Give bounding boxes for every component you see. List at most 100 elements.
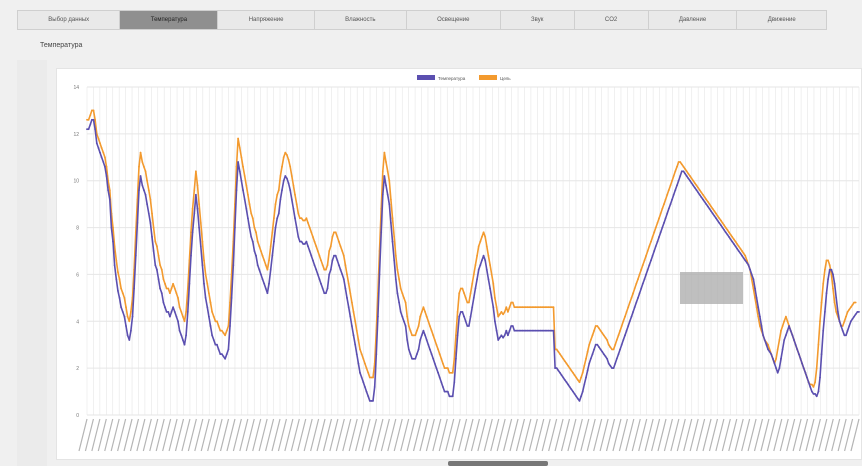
x-tick-mark	[676, 418, 686, 452]
x-tick-mark	[708, 418, 719, 452]
data-point	[492, 282, 495, 285]
data-point	[697, 186, 699, 189]
data-point	[515, 306, 517, 309]
x-tick-mark	[670, 418, 680, 452]
data-point	[419, 315, 422, 318]
data-point	[185, 334, 188, 337]
tab-0[interactable]: Выбор данных	[18, 11, 121, 29]
data-point	[144, 170, 147, 173]
data-point	[443, 367, 446, 369]
data-point	[138, 165, 140, 168]
data-point	[708, 207, 711, 210]
data-point	[830, 273, 833, 276]
data-point	[211, 311, 214, 313]
data-point	[513, 329, 516, 332]
data-point	[520, 306, 522, 309]
data-point	[112, 226, 114, 229]
data-point	[576, 397, 579, 400]
data-point	[838, 320, 841, 323]
data-point	[175, 315, 178, 318]
data-point	[422, 329, 425, 332]
data-point	[398, 278, 400, 280]
tab-7[interactable]: Давление	[649, 11, 738, 29]
data-point	[531, 329, 534, 332]
data-point	[741, 254, 743, 257]
tab-bar: Выбор данных Температура Напряжение Влажнос…	[17, 10, 827, 30]
data-point	[503, 311, 506, 313]
data-point	[414, 334, 417, 337]
data-point	[575, 376, 578, 379]
data-point	[352, 334, 355, 337]
x-tick-mark	[342, 418, 352, 452]
data-point	[390, 222, 392, 224]
data-point	[464, 297, 467, 299]
data-point	[336, 259, 339, 262]
data-point	[711, 207, 714, 210]
tab-1[interactable]: Температура	[120, 11, 219, 29]
data-point	[248, 203, 251, 206]
tab-6[interactable]: CO2	[575, 11, 649, 29]
data-point	[102, 161, 105, 163]
data-point	[820, 301, 823, 304]
data-point	[801, 362, 803, 365]
data-point	[266, 268, 269, 271]
data-point	[219, 353, 222, 355]
x-tick-mark	[490, 418, 500, 452]
data-point	[154, 240, 157, 243]
data-point	[292, 184, 295, 187]
x-tick-mark	[322, 418, 333, 452]
x-tick-mark	[129, 418, 140, 452]
data-point	[654, 226, 657, 229]
data-point	[328, 250, 331, 252]
data-point	[692, 184, 695, 187]
data-point	[474, 264, 477, 266]
data-point	[188, 282, 191, 285]
data-point	[723, 229, 725, 231]
data-point	[510, 301, 513, 304]
data-point	[624, 334, 626, 337]
data-point	[547, 329, 550, 332]
data-point	[154, 264, 157, 266]
data-point	[659, 231, 662, 234]
tab-3[interactable]: Влажность	[315, 11, 407, 29]
tab-8[interactable]: Движение	[767, 17, 796, 23]
data-point	[281, 189, 283, 191]
data-point	[273, 217, 275, 220]
data-point	[707, 205, 709, 208]
data-point	[290, 198, 293, 201]
data-point	[450, 371, 452, 374]
tab-4[interactable]: Освещение	[407, 11, 501, 29]
data-point	[230, 297, 233, 299]
data-point	[347, 282, 350, 285]
data-point	[850, 306, 852, 309]
data-point	[815, 367, 818, 369]
x-tick-mark	[573, 418, 583, 452]
x-tick-mark	[117, 418, 127, 452]
data-point	[221, 329, 223, 332]
data-point	[848, 308, 851, 311]
x-tick-mark	[239, 418, 249, 452]
x-tick-mark	[104, 418, 114, 452]
data-point	[370, 400, 373, 402]
data-point	[225, 329, 228, 332]
data-point	[378, 273, 381, 276]
x-tick-mark	[586, 418, 596, 452]
data-point	[170, 311, 173, 313]
tab-2[interactable]: Напряжение	[218, 11, 315, 29]
data-point	[459, 311, 462, 313]
scrollbar-thumb[interactable]	[448, 461, 548, 466]
data-point	[225, 353, 228, 355]
data-point	[716, 215, 719, 217]
data-point	[594, 325, 597, 327]
data-point	[757, 306, 760, 309]
data-point	[401, 315, 404, 318]
data-point	[188, 259, 191, 262]
data-point	[260, 273, 262, 276]
data-point	[638, 273, 641, 276]
data-point	[235, 165, 238, 168]
data-point	[294, 193, 296, 196]
data-point	[539, 306, 542, 309]
data-point	[588, 362, 591, 365]
data-point	[793, 339, 795, 341]
tab-5[interactable]: Звук	[501, 11, 575, 29]
